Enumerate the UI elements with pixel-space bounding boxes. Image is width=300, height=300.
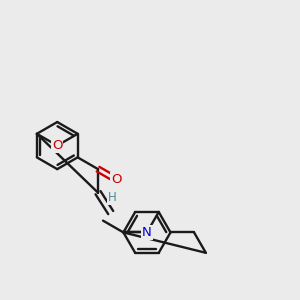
Text: O: O [111, 173, 122, 186]
Text: O: O [52, 139, 62, 152]
Text: H: H [107, 191, 116, 204]
Text: N: N [142, 226, 152, 239]
